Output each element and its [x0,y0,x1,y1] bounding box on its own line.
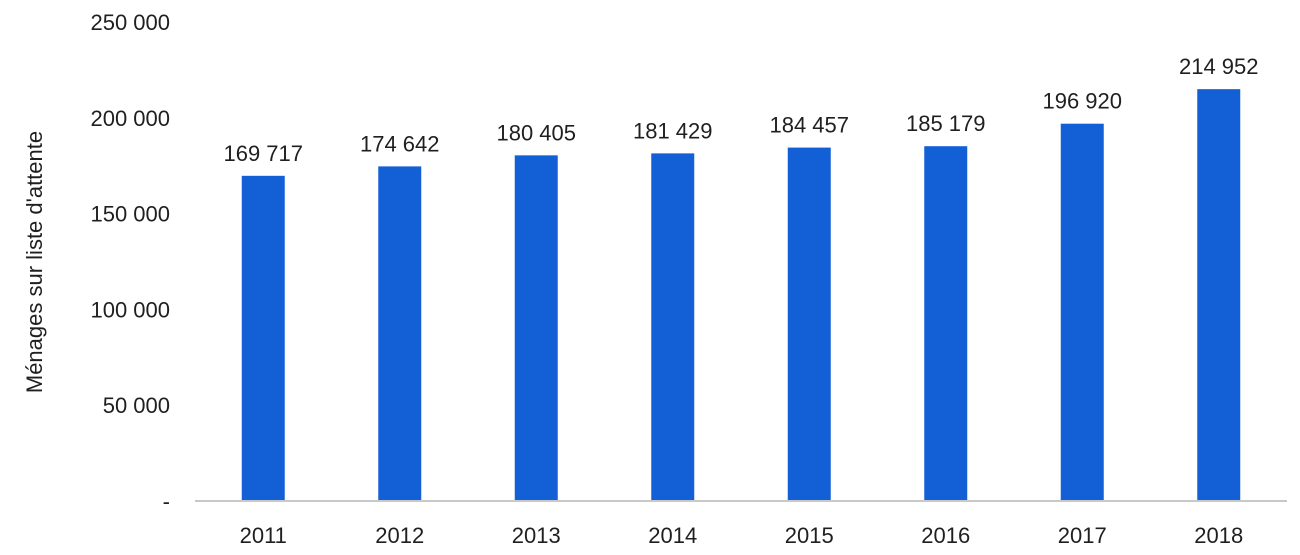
x-tick-label-2018: 2018 [1194,523,1243,548]
value-label-2013: 180 405 [496,120,576,145]
bar-2011 [241,175,285,501]
y-tick-label: - [163,489,170,514]
x-axis-ticks: 2011 2012 2013 2014 2015 2016 2017 2018 [240,523,1244,548]
bar-2015 [787,147,831,501]
y-tick-label: 100 000 [90,297,170,322]
value-label-2016: 185 179 [906,111,986,136]
x-tick-label-2016: 2016 [921,523,970,548]
x-tick-label-2014: 2014 [648,523,697,548]
bar-2016 [924,146,968,502]
x-tick-label-2015: 2015 [785,523,834,548]
value-label-2018: 214 952 [1179,54,1259,79]
value-labels: 169 717 174 642 180 405 181 429 184 457 185 1… [223,54,1258,166]
bars [241,89,1241,502]
y-tick-label: 250 000 [90,10,170,35]
value-label-2014: 181 429 [633,118,713,143]
y-tick-label: 150 000 [90,202,170,227]
y-tick-label: 50 000 [103,393,170,418]
bar-2013 [514,155,558,501]
x-tick-label-2012: 2012 [375,523,424,548]
bar-2017 [1060,123,1104,501]
x-tick-label-2011: 2011 [240,523,287,548]
bar-2012 [378,166,422,501]
value-label-2011: 169 717 [223,141,303,166]
value-label-2017: 196 920 [1042,89,1122,114]
value-label-2012: 174 642 [360,131,440,156]
y-tick-label: 200 000 [90,106,170,131]
x-tick-label-2017: 2017 [1058,523,1107,548]
bar-2018 [1197,89,1241,501]
y-axis-title: Ménages sur liste d'attente [22,131,47,393]
y-axis-ticks: - 50 000 100 000 150 000 200 000 250 000 [90,10,170,514]
value-label-2015: 184 457 [769,113,849,138]
bar-2014 [651,153,695,502]
x-tick-label-2013: 2013 [512,523,561,548]
